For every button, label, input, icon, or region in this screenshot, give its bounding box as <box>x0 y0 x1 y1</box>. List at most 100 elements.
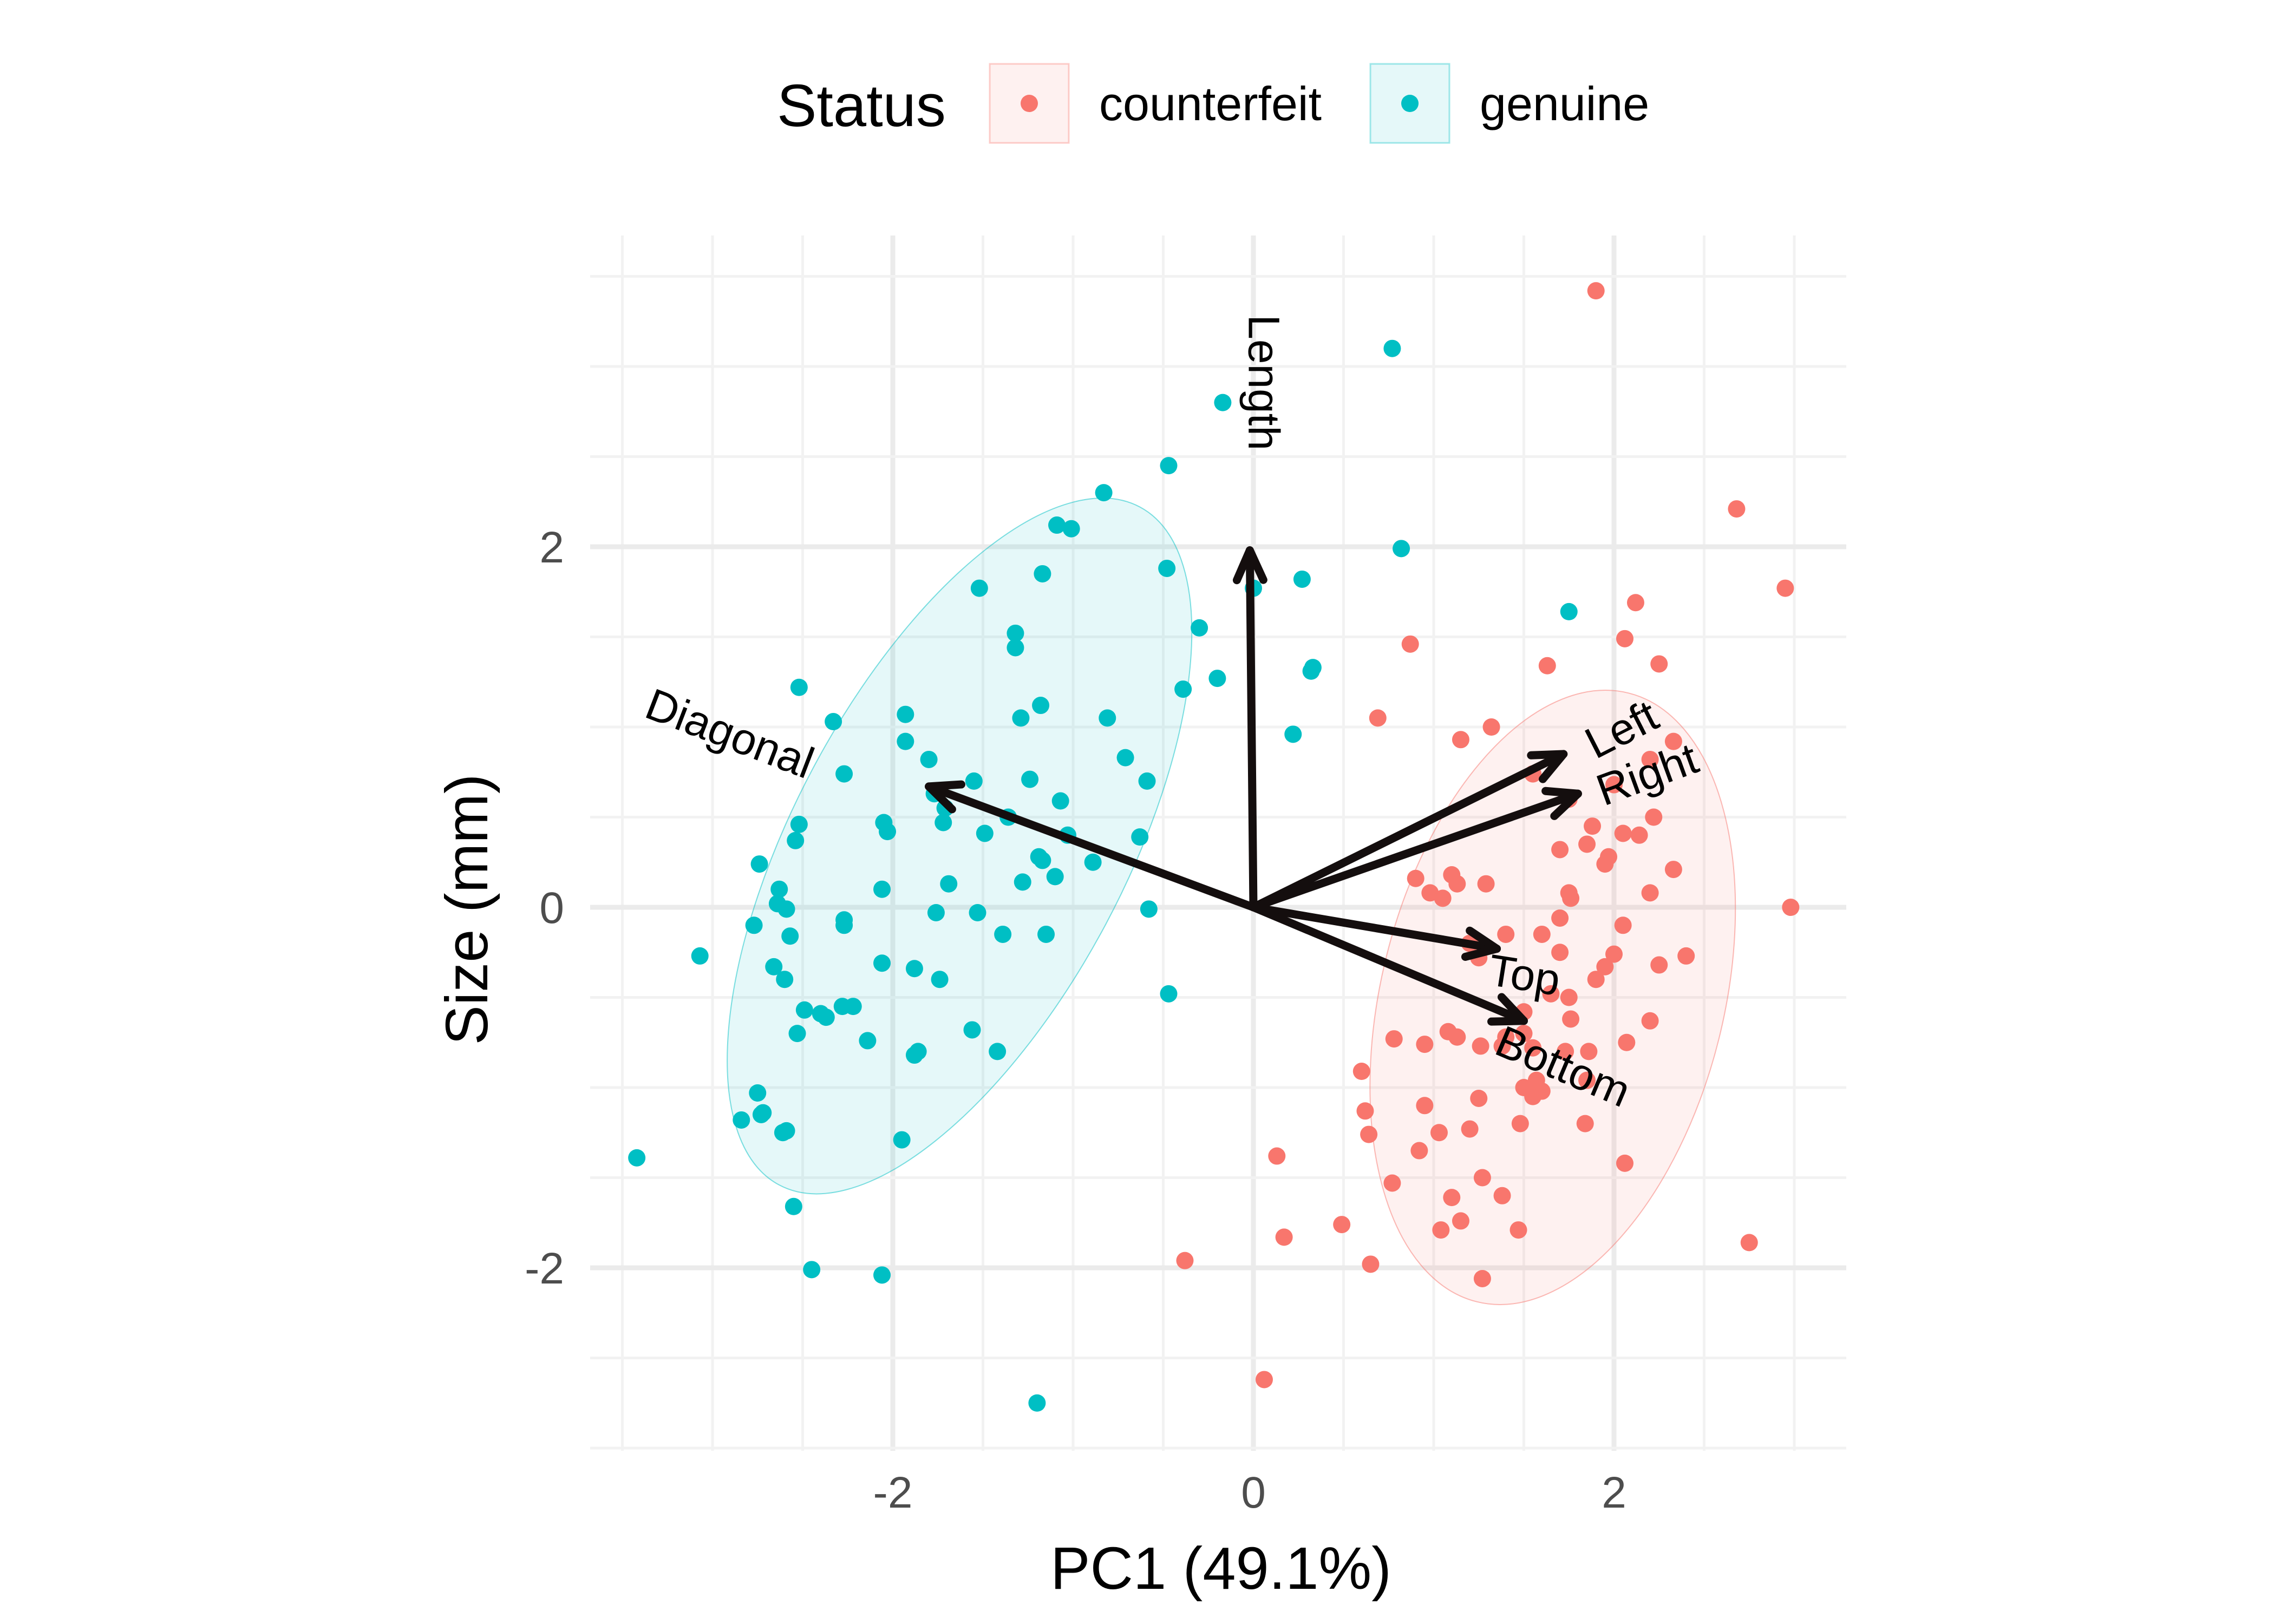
point-genuine <box>1032 697 1050 715</box>
point-counterfeit <box>1470 1089 1488 1107</box>
legend-title: Status <box>777 73 946 139</box>
point-genuine <box>1014 873 1031 891</box>
point-genuine <box>749 1084 767 1102</box>
point-genuine <box>835 916 853 934</box>
point-genuine <box>628 1149 646 1167</box>
point-genuine <box>1084 853 1102 871</box>
point-genuine <box>1160 457 1178 475</box>
point-counterfeit <box>1497 925 1515 943</box>
point-genuine <box>1095 484 1113 502</box>
point-counterfeit <box>1407 869 1424 887</box>
point-counterfeit <box>1255 1371 1273 1389</box>
point-genuine <box>785 1197 802 1215</box>
point-counterfeit <box>1443 1189 1461 1207</box>
point-counterfeit <box>1434 889 1452 907</box>
point-counterfeit <box>1493 1037 1511 1055</box>
point-counterfeit <box>1645 808 1663 826</box>
ellipse-genuine <box>727 497 1193 1195</box>
arrow-head-diagonal <box>925 780 965 814</box>
point-counterfeit <box>1524 1088 1542 1105</box>
point-genuine <box>989 1043 1007 1060</box>
point-counterfeit <box>1587 282 1605 300</box>
point-genuine <box>1293 570 1311 588</box>
x-axis-title: PC1 (49.1%) <box>1050 1535 1391 1602</box>
point-genuine <box>931 971 949 988</box>
legend: Status counterfeit genuine <box>777 63 1649 144</box>
point-counterfeit <box>1416 1097 1434 1115</box>
point-counterfeit <box>1473 1269 1491 1287</box>
point-genuine <box>969 903 986 921</box>
point-genuine <box>1034 852 1051 869</box>
point-genuine <box>774 1124 792 1142</box>
point-genuine <box>803 1261 821 1279</box>
point-counterfeit <box>1641 750 1659 768</box>
point-counterfeit <box>1562 1010 1580 1028</box>
arrow-head-right <box>1541 787 1582 820</box>
point-genuine <box>691 947 709 965</box>
point-counterfeit <box>1430 1124 1448 1142</box>
point-genuine <box>905 960 923 978</box>
point-genuine <box>781 927 799 945</box>
point-genuine <box>897 705 914 723</box>
point-counterfeit <box>1461 1120 1479 1138</box>
point-genuine <box>1046 868 1064 886</box>
point-genuine <box>976 824 994 842</box>
point-counterfeit <box>1385 1030 1403 1048</box>
point-genuine <box>927 903 945 921</box>
point-genuine <box>1021 770 1039 788</box>
point-genuine <box>859 1032 877 1050</box>
arrow-shaft-top <box>1249 903 1501 953</box>
x-tick-label: -2 <box>873 1468 913 1517</box>
point-counterfeit <box>1360 1125 1378 1143</box>
arrow-head-left <box>1527 750 1568 783</box>
point-counterfeit <box>1614 824 1632 842</box>
point-genuine <box>1048 516 1066 534</box>
point-genuine <box>777 900 795 918</box>
tick-labels: -2 0 2 -2 0 2 <box>525 523 1626 1517</box>
arrow-label-length: Length <box>1239 315 1289 450</box>
point-counterfeit <box>1551 909 1569 927</box>
point-genuine <box>1174 680 1192 698</box>
point-counterfeit <box>1782 899 1800 916</box>
point-counterfeit <box>1596 958 1614 975</box>
point-counterfeit <box>1533 925 1551 943</box>
point-counterfeit <box>1650 956 1668 974</box>
point-counterfeit <box>1605 776 1623 794</box>
point-genuine <box>788 1025 806 1043</box>
point-counterfeit <box>1482 718 1500 736</box>
point-counterfeit <box>1416 1036 1434 1053</box>
point-counterfeit <box>1383 1174 1401 1192</box>
point-counterfeit <box>1587 971 1605 988</box>
point-counterfeit <box>1618 1033 1636 1051</box>
point-counterfeit <box>1578 1071 1596 1089</box>
point-genuine <box>1062 520 1080 538</box>
point-counterfeit <box>1557 1043 1574 1060</box>
point-counterfeit <box>1776 579 1794 597</box>
arrow-shaft-length <box>1245 546 1258 912</box>
y-axis-title: Size (mm) <box>434 774 500 1045</box>
point-genuine <box>833 998 851 1016</box>
point-counterfeit <box>1677 947 1695 965</box>
point-genuine <box>1383 339 1401 357</box>
point-counterfeit <box>1524 1039 1542 1057</box>
legend-label-counterfeit: counterfeit <box>1099 77 1322 130</box>
point-genuine <box>965 772 983 790</box>
arrow-head-length <box>1232 546 1267 585</box>
point-counterfeit <box>1401 635 1419 653</box>
point-genuine <box>1158 559 1176 577</box>
point-counterfeit <box>1511 1115 1529 1132</box>
point-genuine <box>1028 1394 1046 1412</box>
point-genuine <box>970 579 988 597</box>
point-counterfeit <box>1356 1102 1374 1120</box>
point-counterfeit <box>1410 1142 1428 1160</box>
point-genuine <box>835 765 853 783</box>
point-counterfeit <box>1664 732 1682 750</box>
point-genuine <box>1116 749 1134 767</box>
point-genuine <box>790 678 808 696</box>
point-genuine <box>1037 925 1055 943</box>
point-genuine <box>752 1105 770 1123</box>
point-counterfeit <box>1551 944 1569 961</box>
point-genuine <box>1034 565 1051 582</box>
y-tick-label: 2 <box>539 523 564 572</box>
